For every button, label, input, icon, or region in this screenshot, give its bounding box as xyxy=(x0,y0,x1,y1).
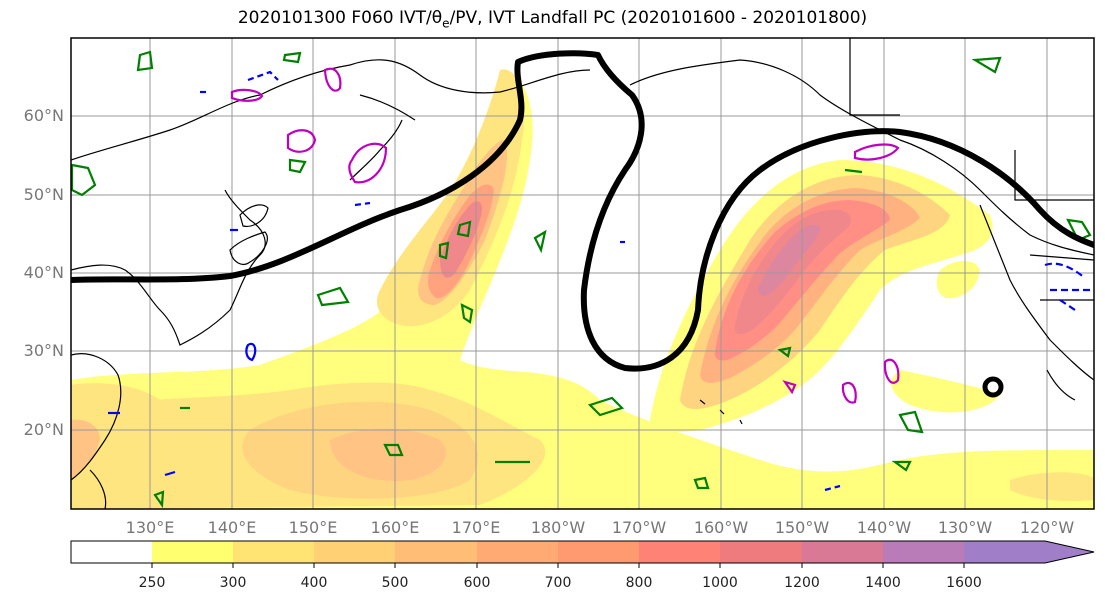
coastlines xyxy=(71,38,1094,509)
colorbar-label-1600: 1600 xyxy=(946,575,982,591)
lat-label-30n: 30°N xyxy=(23,341,64,360)
colorbar xyxy=(70,540,1095,568)
pv-positive-contours xyxy=(230,67,900,404)
graticule xyxy=(71,38,1094,509)
theta-e-contours xyxy=(71,50,1092,509)
lon-label-150w: 150°W xyxy=(774,518,830,537)
lat-label-40n: 40°N xyxy=(23,263,64,282)
lat-label-50n: 50°N xyxy=(23,185,64,204)
colorbar-label-1000: 1000 xyxy=(702,575,738,591)
lon-label-170e: 170°E xyxy=(451,518,501,537)
lon-label-120w: 120°W xyxy=(1019,518,1075,537)
colorbar-label-700: 700 xyxy=(544,575,572,591)
lon-label-140w: 140°W xyxy=(856,518,912,537)
colorbar-label-500: 500 xyxy=(381,575,409,591)
colorbar-label-800: 800 xyxy=(625,575,653,591)
lon-label-130e: 130°E xyxy=(125,518,175,537)
lat-label-20n: 20°N xyxy=(23,420,64,439)
lon-label-140e: 140°E xyxy=(207,518,257,537)
map-frame xyxy=(70,37,1095,510)
lon-label-150e: 150°E xyxy=(288,518,338,537)
colorbar-label-1200: 1200 xyxy=(784,575,820,591)
lon-label-130w: 130°W xyxy=(937,518,993,537)
pv-negative-contours xyxy=(108,70,1090,492)
lon-label-160w: 160°W xyxy=(693,518,749,537)
colorbar-label-300: 300 xyxy=(219,575,247,591)
lon-label-180w: 180°W xyxy=(530,518,586,537)
lon-label-170w: 170°W xyxy=(611,518,667,537)
ivt-shading xyxy=(71,69,1094,509)
map-plot-area xyxy=(71,38,1094,509)
colorbar-label-1400: 1400 xyxy=(865,575,901,591)
landfall-pc-contour xyxy=(71,50,1094,398)
colorbar-label-600: 600 xyxy=(463,575,491,591)
colorbar-label-400: 400 xyxy=(300,575,328,591)
lat-label-60n: 60°N xyxy=(23,106,64,125)
map-title: 2020101300 F060 IVT/θe/PV, IVT Landfall … xyxy=(237,8,868,31)
lon-label-160e: 160°E xyxy=(370,518,420,537)
colorbar-label-250: 250 xyxy=(138,575,166,591)
